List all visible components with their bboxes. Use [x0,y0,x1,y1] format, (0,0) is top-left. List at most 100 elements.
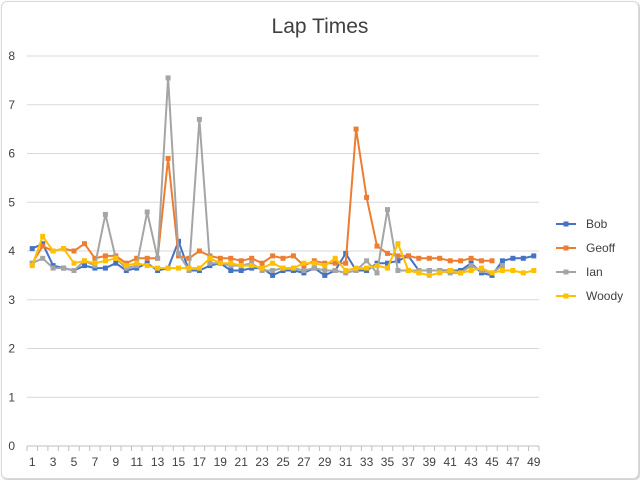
y-tick-label: 7 [8,98,15,112]
data-point [332,255,338,261]
x-tick-label: 31 [339,455,353,469]
data-point [186,265,192,271]
data-point [385,207,390,213]
data-point [489,258,495,264]
chart-title: Lap Times [272,15,369,38]
data-point [102,253,108,259]
data-point [270,253,276,259]
data-point [40,255,46,261]
x-tick-label: 9 [112,455,119,469]
data-point [71,248,77,254]
data-point [479,265,484,271]
data-point [176,250,181,256]
data-point [468,255,474,261]
data-point [165,155,171,161]
data-point [50,265,56,271]
data-point [238,268,244,273]
data-point [238,258,244,264]
y-tick-label: 3 [8,293,15,307]
data-point [29,263,35,269]
data-point [29,246,35,252]
data-point [113,260,119,266]
data-point [249,263,255,269]
data-point [238,263,244,269]
data-point [196,116,202,122]
data-point [301,268,307,273]
data-point [82,263,87,269]
x-tick-label: 25 [276,455,290,469]
x-tick-label: 41 [444,455,458,469]
x-tick-label: 1 [29,455,36,469]
data-point [385,265,390,271]
data-point [71,268,77,273]
series-woody [29,233,537,278]
data-point [416,270,422,276]
data-point [416,255,422,261]
series-line [31,76,503,274]
data-point [458,258,464,264]
legend-marker [563,245,569,251]
data-point [270,272,276,278]
y-tick-label: 2 [8,342,15,356]
data-point [364,265,370,271]
x-tick-label: 45 [485,455,499,469]
x-tick-label: 11 [130,455,143,469]
data-point [374,263,380,269]
data-point [343,260,349,266]
x-tick-label: 29 [318,455,332,469]
data-point [489,270,495,276]
series-line [31,128,492,267]
data-point [280,265,286,271]
data-point [311,260,317,266]
data-point [395,258,401,264]
data-point [290,253,296,259]
data-point [259,265,265,271]
data-point [322,268,328,273]
data-point [144,255,150,261]
data-point [82,241,87,247]
data-point [102,258,108,264]
data-point [458,270,464,276]
data-point [531,268,537,273]
x-tick-label: 37 [402,455,416,469]
data-point [447,258,453,264]
data-point [134,260,140,266]
data-point [510,255,516,261]
y-tick-label: 1 [8,390,15,404]
x-tick-label: 21 [235,455,249,469]
data-point [374,270,380,276]
legend-item-geoff: Geoff [556,241,616,255]
data-point [395,241,401,247]
data-point [270,268,276,273]
data-point [322,272,328,278]
data-point [113,255,119,261]
data-point [290,265,296,271]
data-point [71,260,77,266]
data-point [405,268,411,273]
data-point [499,263,505,269]
data-point [144,263,150,269]
legend-label: Geoff [586,241,616,255]
data-point [510,268,516,273]
data-point [332,268,338,273]
x-tick-label: 27 [297,455,311,469]
y-tick-label: 4 [8,244,15,258]
series-group [29,75,537,278]
x-tick-label: 35 [381,455,395,469]
data-point [447,268,453,273]
data-point [61,246,67,252]
data-point [437,255,443,261]
data-point [40,233,46,239]
data-point [364,194,370,200]
y-tick-label: 8 [8,49,15,63]
data-point [40,243,46,249]
data-point [259,260,265,266]
data-point [395,253,401,259]
y-tick-label: 6 [8,147,15,161]
legend-label: Bob [586,217,608,231]
x-tick-label: 17 [193,455,207,469]
data-point [343,268,349,273]
